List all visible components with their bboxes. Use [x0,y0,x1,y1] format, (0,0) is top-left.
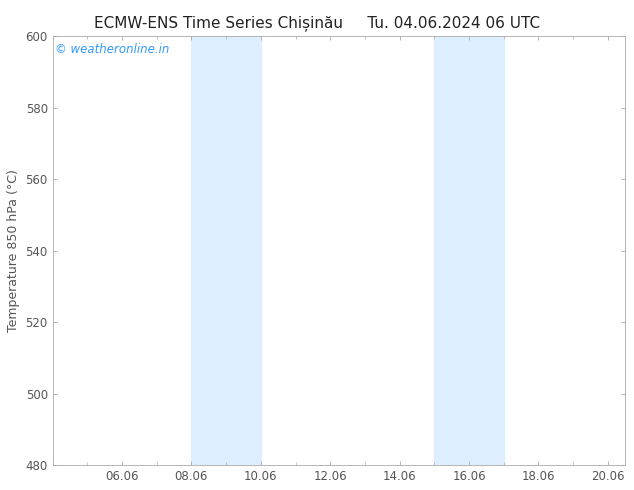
Text: © weatheronline.in: © weatheronline.in [55,43,170,56]
Y-axis label: Temperature 850 hPa (°C): Temperature 850 hPa (°C) [7,170,20,332]
Bar [191,36,261,465]
Bar [434,36,504,465]
Text: ECMW-ENS Time Series Chișinău     Tu. 04.06.2024 06 UTC: ECMW-ENS Time Series Chișinău Tu. 04.06.… [94,15,540,30]
